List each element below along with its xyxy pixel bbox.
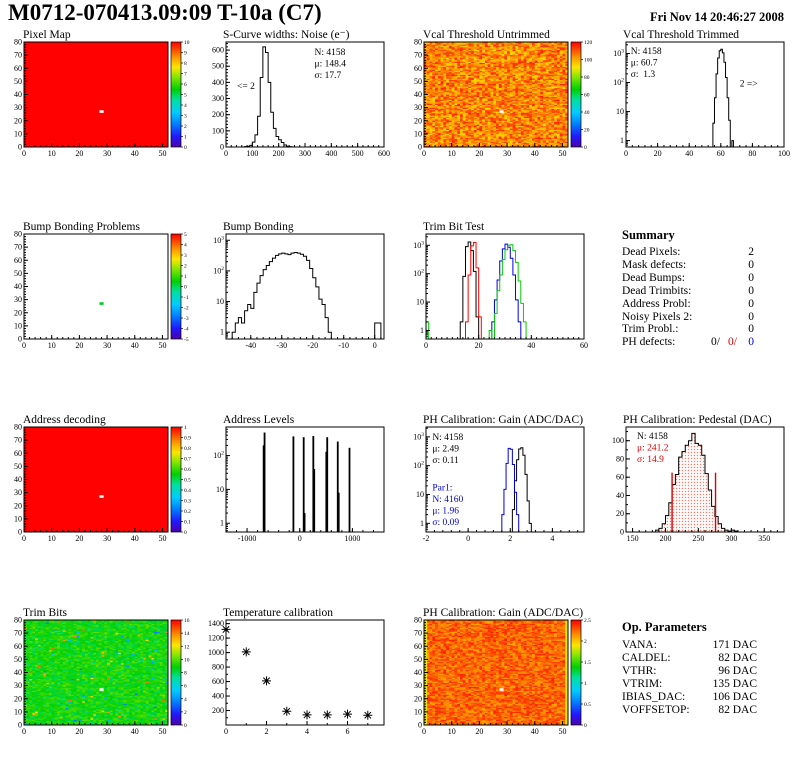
panel-ph-calibration-gain-hist: PH Calibration: Gain (ADC/DAC)	[400, 414, 600, 567]
ph-defect-value: 0/	[711, 336, 720, 349]
panel-pixel-map: Pixel Map	[0, 29, 200, 182]
chart-title: PH Calibration: Pedestal (DAC)	[623, 414, 772, 426]
panel-scurve-noise: S-Curve widths: Noise (e⁻)	[200, 29, 400, 182]
op-parameter-row: VTHR: 96 DAC	[622, 664, 757, 677]
chart-title: Address decoding	[23, 414, 106, 426]
summary-row: Dead Bumps: 0	[622, 271, 754, 284]
chart-title: PH Calibration: Gain (ADC/DAC)	[423, 607, 584, 619]
panel-bump-bonding: Bump Bonding	[200, 221, 400, 374]
trim-bit-test-chart	[400, 222, 600, 362]
chart-title: Trim Bits	[23, 607, 68, 619]
op-parameter-row: IBIAS_DAC: 106 DAC	[622, 690, 757, 703]
address-decoding-chart	[0, 415, 200, 555]
summary-row: Address Probl: 0	[622, 297, 754, 310]
chart-title: Bump Bonding Problems	[23, 221, 140, 233]
address-levels-chart	[200, 415, 400, 555]
panel-trim-bit-test: Trim Bit Test	[400, 221, 600, 374]
bump-bonding-chart	[200, 222, 400, 362]
panel-address-decoding: Address decoding	[0, 414, 200, 567]
ph-defect-value: 0	[748, 336, 754, 349]
vcal-threshold-trimmed-chart	[600, 30, 796, 170]
summary-panel: Summary Dead Pixels: 2 Mask defects: 0 Dea…	[600, 222, 796, 374]
op-parameter-row: CALDEL: 82 DAC	[622, 651, 757, 664]
timestamp: Fri Nov 14 20:46:27 2008	[649, 10, 784, 24]
op-parameters-panel: Op. Parameters VANA: 171 DAC CALDEL: 82 DA…	[600, 608, 796, 760]
op-parameter-row: VANA: 171 DAC	[622, 639, 757, 651]
op-parameter-row: VTRIM: 135 DAC	[622, 677, 757, 690]
scurve-noise-chart	[200, 30, 400, 170]
vcal-threshold-untrimmed-chart	[400, 30, 600, 170]
op-parameters-heading: Op. Parameters	[622, 620, 707, 634]
chart-title: Bump Bonding	[223, 221, 294, 233]
summary-row: Dead Pixels: 2	[622, 246, 754, 258]
panel-vcal-threshold-trimmed: Vcal Threshold Trimmed	[600, 29, 796, 182]
panel-temperature-calibration: Temperature calibration	[200, 607, 400, 760]
summary-row: Trim Probl.: 0	[622, 323, 754, 336]
chart-title: Address Levels	[223, 414, 295, 426]
panel-vcal-threshold-untrimmed: Vcal Threshold Untrimmed	[400, 29, 600, 182]
chart-title: PH Calibration: Gain (ADC/DAC)	[423, 414, 584, 426]
trim-bits-chart	[0, 608, 200, 748]
chart-title: Pixel Map	[23, 29, 71, 41]
summary-heading: Summary	[622, 228, 675, 242]
ph-calibration-pedestal-chart	[600, 415, 796, 555]
summary-row: Dead Trimbits: 0	[622, 284, 754, 297]
temperature-calibration-chart	[200, 608, 400, 748]
panel-ph-calibration-pedestal: PH Calibration: Pedestal (DAC)	[600, 414, 796, 567]
panel-ph-calibration-gain-map: PH Calibration: Gain (ADC/DAC)	[400, 607, 600, 760]
ph-calibration-gain-map-chart	[400, 608, 600, 748]
pixel-map-chart	[0, 30, 200, 170]
page-title: M0712-070413.09:09 T-10a (C7)	[8, 0, 322, 25]
chart-title: Vcal Threshold Trimmed	[623, 29, 740, 41]
chart-title: Trim Bit Test	[423, 221, 485, 233]
chart-title: Temperature calibration	[223, 607, 333, 619]
panel-trim-bits: Trim Bits	[0, 607, 200, 760]
panel-address-levels: Address Levels	[200, 414, 400, 567]
summary-row-ph-defects: PH defects: 0/ 0/ 0	[622, 336, 754, 349]
chart-title: Vcal Threshold Untrimmed	[423, 29, 550, 41]
ph-defect-value: 0/	[728, 336, 737, 349]
ph-calibration-gain-hist-chart	[400, 415, 600, 555]
summary-row: Noisy Pixels 2: 0	[622, 310, 754, 323]
op-parameter-row: VOFFSETOP: 82 DAC	[622, 703, 757, 716]
bump-bonding-problems-chart	[0, 222, 200, 362]
chart-title: S-Curve widths: Noise (e⁻)	[223, 29, 350, 41]
panel-bump-bonding-problems: Bump Bonding Problems	[0, 221, 200, 374]
summary-row: Mask defects: 0	[622, 258, 754, 271]
